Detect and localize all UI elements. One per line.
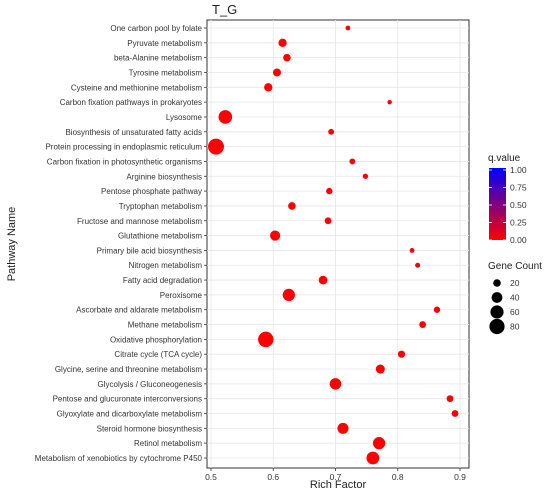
data-point [278,38,287,47]
data-point [345,25,351,31]
pathway-label: Biosynthesis of unsaturated fatty acids [65,128,202,137]
colorbar-tick-label: 1.00 [510,165,527,175]
pathway-label: Oxidative phosphorylation [110,335,202,344]
data-point [288,202,296,210]
data-point [375,364,385,374]
pathway-label: Retinol metabolism [134,439,202,448]
pathway-label: beta-Alanine metabolism [114,54,202,63]
pathway-label: Fatty acid degradation [123,276,202,285]
size-legend-dot [491,292,503,303]
pathway-label: Pentose and glucuronate interconversions [53,395,202,404]
data-point [409,248,415,253]
x-tick-label: 0.7 [330,472,342,482]
data-point [272,68,281,77]
pathway-label: Protein processing in endoplasmic reticu… [45,143,202,152]
pathway-label: Carbon fixation in photosynthetic organi… [47,157,202,166]
pathway-label: Steroid hormone biosynthesis [97,424,202,433]
colorbar-tick-label: 0.75 [510,183,527,193]
data-point [282,288,295,302]
pathway-label: Lysosome [166,113,203,122]
pathway-label: Pentose phosphate pathway [101,187,202,196]
pathway-label: Cysteine and methionine metabolism [71,83,203,92]
pathway-label: Glycolysis / Gluconeogenesis [98,380,203,389]
data-point [329,378,342,390]
q-value-legend: q.value 1.00 0.75 0.50 0.25 0.00 [488,153,527,245]
pathway-label: Metabolism of xenobiotics by cytochrome … [35,454,203,463]
gene-count-legend-title: Gene Count [488,261,542,272]
grid-lines [207,20,469,468]
data-point [451,410,459,417]
pathway-label: Ascorbate and aldarate metabolism [76,306,202,315]
pathway-label: Pyruvate metabolism [127,39,202,48]
pathway-label: Fructose and mannose metabolism [77,217,202,226]
pathway-labels: One carbon pool by folate Pyruvate metabo… [35,24,207,463]
data-point [433,306,441,313]
data-point [372,437,386,450]
colorbar-tick-label: 0.00 [510,235,527,245]
size-legend-label: 20 [510,278,520,288]
data-point [218,110,233,124]
pathway-label: Tryptophan metabolism [119,202,203,211]
data-point [208,138,224,155]
data-point [337,422,349,434]
colorbar-tick-label: 0.25 [510,218,527,228]
q-value-colorbar [489,168,506,240]
data-point [362,173,369,179]
pathway-label: Glutathione metabolism [118,232,202,241]
x-axis-title: Rich Factor [310,479,367,491]
data-point [270,230,281,241]
size-legend-dot [489,318,505,335]
data-point [326,187,333,195]
pathway-label: Tyrosine metabolism [129,68,203,77]
gene-count-legend: Gene Count 20 40 60 80 [488,261,542,335]
data-point [264,83,273,92]
data-points [208,25,459,465]
size-legend-label: 60 [510,307,520,317]
pathway-label: Primary bile acid biosynthesis [97,246,202,255]
pathway-label: Methane metabolism [128,321,203,330]
data-point [324,217,332,225]
data-point [397,350,406,358]
pathway-label: Citrate cycle (TCA cycle) [114,350,202,359]
x-axis-ticks: 0.5 0.6 0.7 0.8 0.9 [205,468,466,482]
pathway-label: One carbon pool by folate [110,24,202,33]
colorbar-tick-label: 0.50 [510,200,527,210]
data-point [318,275,328,285]
pathway-label: Arginine biosynthesis [126,172,202,181]
pathway-label: Nitrogen metabolism [129,261,203,270]
data-point [366,451,380,465]
size-legend-dot [490,305,504,319]
y-axis-title: Pathway Name [6,207,18,282]
data-point [446,395,454,403]
data-point [415,262,421,268]
x-tick-label: 0.9 [454,472,466,482]
data-point [258,331,274,348]
pathway-label: Glycine, serine and threonine metabolism [55,365,203,374]
size-legend-label: 80 [510,322,520,332]
plot-panel [206,19,470,469]
chart-title: T_G [212,2,237,17]
size-legend-label: 40 [510,293,520,303]
pathway-label: Peroxisome [160,291,203,300]
x-tick-label: 0.8 [392,472,404,482]
x-tick-label: 0.5 [205,472,217,482]
pathway-label: Glyoxylate and dicarboxylate metabolism [57,410,203,419]
q-value-legend-title: q.value [488,153,521,164]
pathway-label: Carbon fixation pathways in prokaryotes [60,98,202,107]
data-point [419,321,427,328]
data-point [387,99,392,105]
data-point [283,53,291,62]
data-point [349,158,356,165]
data-point [328,128,335,135]
size-legend-dot [493,279,501,287]
x-tick-label: 0.6 [267,472,279,482]
